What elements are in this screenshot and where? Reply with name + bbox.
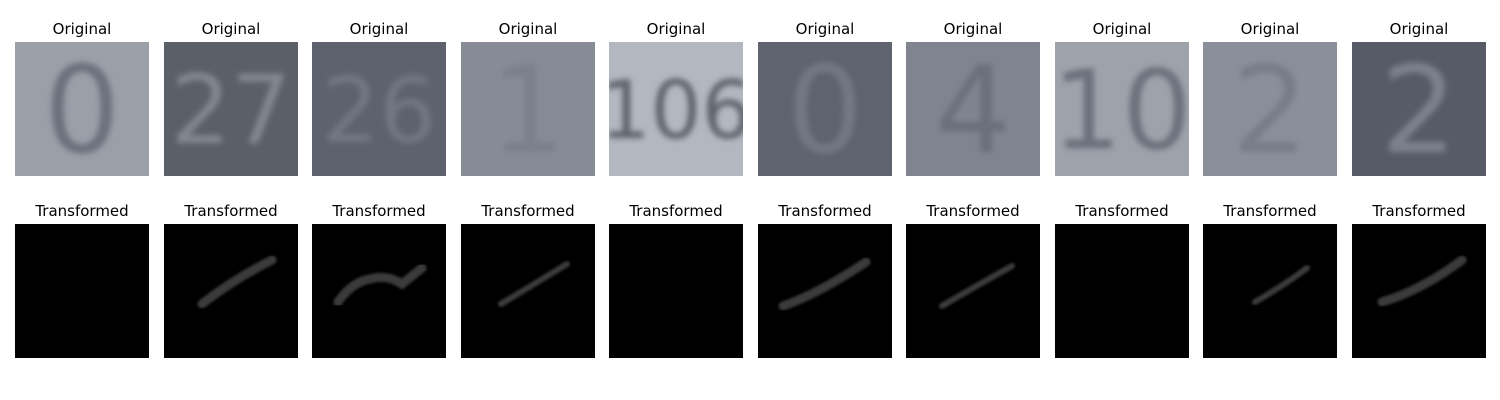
stroke-shape <box>778 257 871 311</box>
transformed-image <box>1352 224 1486 358</box>
digit-glyph: 26 <box>322 58 437 163</box>
transformed-image <box>1203 224 1337 358</box>
original-image-svg: 0 <box>15 42 149 176</box>
transformed-title: Transformed <box>35 202 129 220</box>
transformed-image-svg <box>1055 224 1189 358</box>
original-image-svg: 2 <box>1203 42 1337 176</box>
image-background <box>609 42 743 176</box>
image-background <box>1203 42 1337 176</box>
original-image: 2 <box>1352 42 1486 176</box>
transformed-title: Transformed <box>332 202 426 220</box>
transformed-image-svg <box>164 224 298 358</box>
transformed-image <box>164 224 298 358</box>
image-background <box>758 42 892 176</box>
digit-glyph: 106 <box>609 64 743 157</box>
original-title: Original <box>1389 20 1449 38</box>
digit-glyph: 0 <box>787 42 863 176</box>
image-background <box>461 42 595 176</box>
original-title: Original <box>201 20 261 38</box>
original-title: Original <box>795 20 855 38</box>
transformed-title: Transformed <box>184 202 278 220</box>
original-title: Original <box>943 20 1003 38</box>
original-title: Original <box>52 20 112 38</box>
original-image: 26 <box>312 42 446 176</box>
stroke-shape <box>1377 255 1467 307</box>
transformed-image <box>15 224 149 358</box>
transformed-image <box>758 224 892 358</box>
original-image-svg: 26 <box>312 42 446 176</box>
digit-glyph: 10 <box>1055 47 1189 175</box>
transformed-image-svg <box>1203 224 1337 358</box>
original-title: Original <box>646 20 706 38</box>
original-image: 0 <box>15 42 149 176</box>
original-image-svg: 0 <box>758 42 892 176</box>
image-background <box>312 42 446 176</box>
original-image: 0 <box>758 42 892 176</box>
digit-glyph: 0 <box>44 42 120 176</box>
transformed-image-svg <box>15 224 149 358</box>
image-background <box>164 224 298 358</box>
transformed-title: Transformed <box>1372 202 1466 220</box>
transformed-image <box>461 224 595 358</box>
stroke-shape <box>333 263 427 307</box>
transformed-image <box>609 224 743 358</box>
transformed-title: Transformed <box>778 202 872 220</box>
transformed-image <box>906 224 1040 358</box>
image-background <box>906 42 1040 176</box>
image-background <box>1055 224 1189 358</box>
original-image-svg: 27 <box>164 42 298 176</box>
digit-glyph: 27 <box>171 56 292 166</box>
transformed-title: Transformed <box>926 202 1020 220</box>
image-background <box>1352 42 1486 176</box>
original-title: Original <box>349 20 409 38</box>
original-image-svg: 2 <box>1352 42 1486 176</box>
stroke-shape <box>1252 265 1310 305</box>
original-image: 1 <box>461 42 595 176</box>
original-image-svg: 1 <box>461 42 595 176</box>
image-background <box>312 224 446 358</box>
transformed-image-svg <box>312 224 446 358</box>
transformed-image-svg <box>461 224 595 358</box>
transformed-image <box>312 224 446 358</box>
original-image-svg: 10 <box>1055 42 1189 176</box>
digit-glyph: 2 <box>1232 42 1308 176</box>
original-title: Original <box>498 20 558 38</box>
transformed-title: Transformed <box>1075 202 1169 220</box>
transformed-title: Transformed <box>629 202 723 220</box>
transformed-image-svg <box>906 224 1040 358</box>
image-background <box>15 42 149 176</box>
original-image: 27 <box>164 42 298 176</box>
stroke-shape <box>498 261 570 307</box>
stroke-shape <box>939 263 1015 309</box>
original-image: 4 <box>906 42 1040 176</box>
image-background <box>1055 42 1189 176</box>
transformed-image <box>1055 224 1189 358</box>
image-background <box>609 224 743 358</box>
digit-glyph: 1 <box>490 42 566 176</box>
transformed-image-svg <box>1352 224 1486 358</box>
original-image: 10 <box>1055 42 1189 176</box>
stroke-shape <box>197 255 277 309</box>
original-image-svg: 106 <box>609 42 743 176</box>
transformed-title: Transformed <box>481 202 575 220</box>
transformed-title: Transformed <box>1223 202 1317 220</box>
original-title: Original <box>1240 20 1300 38</box>
image-background <box>15 224 149 358</box>
image-background <box>164 42 298 176</box>
transformed-image-svg <box>609 224 743 358</box>
original-image: 106 <box>609 42 743 176</box>
original-image-svg: 4 <box>906 42 1040 176</box>
original-title: Original <box>1092 20 1152 38</box>
digit-glyph: 4 <box>935 42 1011 176</box>
original-image: 2 <box>1203 42 1337 176</box>
digit-glyph: 2 <box>1381 42 1457 176</box>
transformed-image-svg <box>758 224 892 358</box>
